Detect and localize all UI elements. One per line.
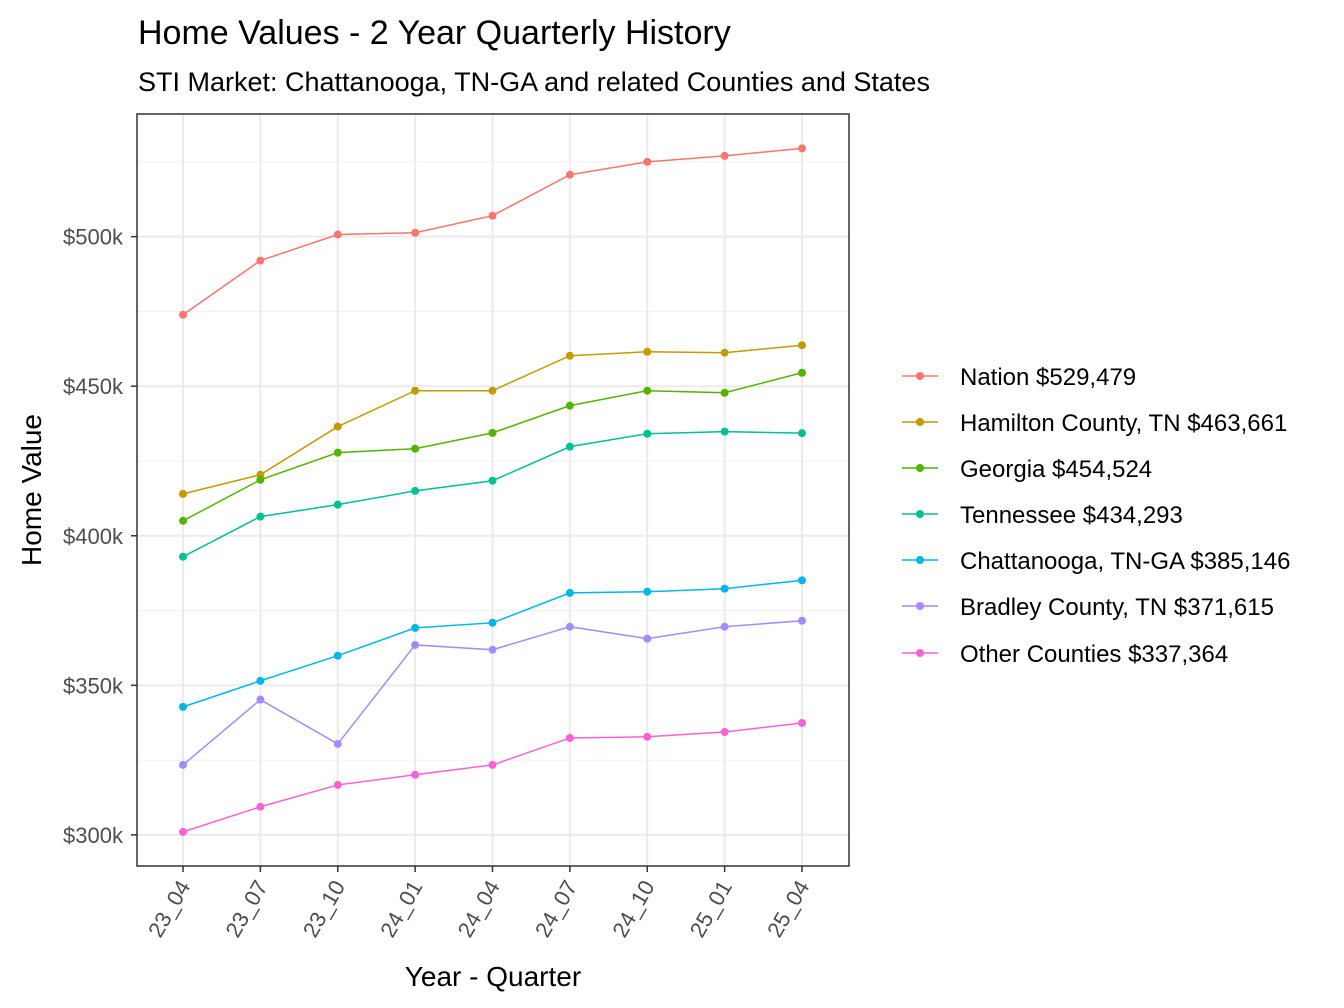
y-tick-label: $450k — [63, 374, 124, 399]
data-point — [333, 448, 342, 457]
data-point — [333, 651, 342, 660]
data-point — [565, 170, 574, 179]
data-point — [643, 157, 652, 166]
data-point — [333, 739, 342, 748]
data-point — [179, 702, 187, 711]
legend-key-point — [916, 602, 924, 610]
data-point — [179, 552, 187, 561]
y-tick-label: $350k — [63, 673, 124, 698]
legend-key-point — [916, 649, 924, 657]
data-point — [720, 151, 729, 160]
data-point — [411, 486, 420, 495]
data-point — [643, 732, 652, 741]
x-tick-label: 24_07 — [530, 876, 582, 941]
x-tick-label: 23_07 — [220, 876, 272, 941]
data-point — [488, 386, 497, 395]
data-point — [488, 645, 497, 654]
y-tick-label: $400k — [63, 524, 124, 549]
data-point — [488, 760, 497, 769]
x-axis-title: Year - Quarter — [405, 961, 581, 992]
data-point — [565, 401, 574, 410]
legend-label: Hamilton County, TN $463,661 — [960, 410, 1287, 437]
panel-border — [136, 113, 850, 867]
data-point — [411, 386, 420, 395]
data-point — [720, 348, 729, 357]
data-point — [179, 760, 187, 769]
legend-key-point — [916, 510, 924, 518]
legend-label: Chattanooga, TN-GA $385,146 — [960, 548, 1290, 575]
data-point — [720, 727, 729, 736]
x-tick-label: 23_04 — [143, 876, 195, 941]
data-point — [411, 640, 420, 649]
data-point — [720, 427, 729, 436]
data-point — [798, 719, 806, 728]
data-point — [488, 618, 497, 627]
data-point — [256, 695, 265, 704]
data-point — [565, 442, 574, 451]
data-point — [179, 516, 187, 525]
data-point — [720, 622, 729, 631]
data-point — [565, 588, 574, 597]
y-tick-label: $500k — [63, 225, 124, 250]
data-point — [256, 475, 265, 484]
chart-title: Home Values - 2 Year Quarterly History — [138, 14, 731, 52]
y-tick-label: $300k — [63, 823, 124, 848]
data-point — [488, 428, 497, 437]
x-tick-label: 24_01 — [375, 876, 427, 941]
data-point — [643, 429, 652, 438]
legend-label: Nation $529,479 — [960, 364, 1136, 391]
data-point — [720, 388, 729, 397]
legend-label: Tennessee $434,293 — [960, 502, 1183, 529]
data-point — [333, 422, 342, 431]
legend: Nation $529,479 Hamilton County, TN $463,… — [902, 364, 1290, 668]
data-point — [488, 476, 497, 485]
data-point — [798, 576, 806, 585]
legend-key-point — [916, 464, 924, 472]
chart-subtitle: STI Market: Chattanooga, TN-GA and relat… — [138, 67, 930, 97]
legend-label: Georgia $454,524 — [960, 456, 1152, 483]
data-point — [798, 368, 806, 377]
data-point — [643, 386, 652, 395]
x-tick-label: 24_04 — [453, 876, 505, 941]
legend-key-point — [916, 372, 924, 380]
data-point — [333, 780, 342, 789]
x-tick-label: 25_01 — [685, 876, 737, 941]
data-point — [179, 310, 187, 319]
data-point — [256, 512, 265, 521]
data-point — [798, 429, 806, 438]
x-tick-label: 24_10 — [607, 876, 659, 941]
plot-panel: $300k $350k $400k $450k $500k 23_04 23_07 23_10… — [63, 113, 850, 941]
data-point — [565, 733, 574, 742]
data-point — [256, 802, 265, 811]
data-point — [798, 341, 806, 350]
data-point — [643, 347, 652, 356]
legend-key-point — [916, 556, 924, 564]
data-point — [333, 500, 342, 509]
data-point — [720, 584, 729, 593]
data-point — [565, 351, 574, 360]
data-point — [411, 623, 420, 632]
legend-label: Other Counties $337,364 — [960, 641, 1228, 668]
data-point — [411, 444, 420, 453]
data-point — [488, 211, 497, 220]
legend-key-point — [916, 418, 924, 426]
x-tick-label: 25_04 — [762, 876, 814, 941]
x-tick-label: 23_10 — [298, 876, 350, 941]
data-point — [798, 616, 806, 625]
data-point — [411, 228, 420, 237]
data-point — [798, 144, 806, 153]
data-point — [565, 622, 574, 631]
data-point — [643, 587, 652, 596]
data-point — [256, 676, 265, 685]
data-point — [179, 827, 187, 836]
data-point — [256, 256, 265, 265]
data-point — [179, 489, 187, 498]
data-point — [333, 230, 342, 239]
y-axis-title: Home Value — [16, 414, 47, 566]
data-point — [643, 634, 652, 643]
data-point — [411, 770, 420, 779]
legend-label: Bradley County, TN $371,615 — [960, 594, 1274, 621]
